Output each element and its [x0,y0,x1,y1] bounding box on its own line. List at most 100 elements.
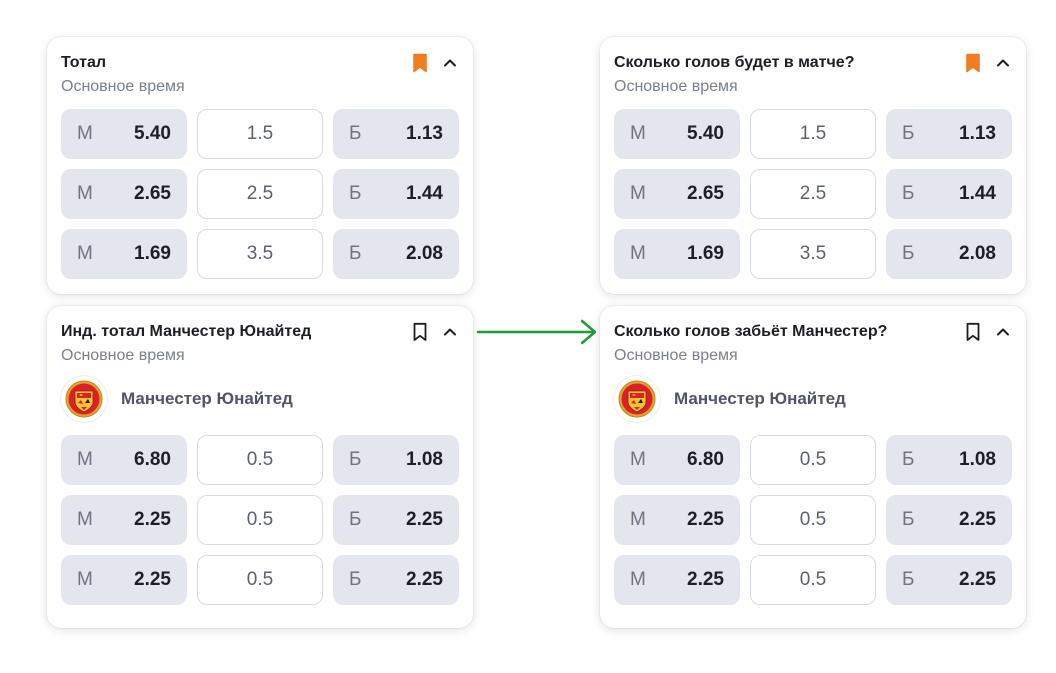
odd-value: 5.40 [134,123,171,144]
odd-under[interactable]: М 5.40 [614,109,740,159]
odd-over[interactable]: Б 1.08 [333,435,459,485]
header-icons [411,51,459,75]
chevron-up-icon[interactable] [994,52,1012,74]
odd-letter: М [77,243,93,264]
odd-letter: Б [902,509,915,530]
total-line[interactable]: 0.5 [750,495,876,545]
card-title: Сколько голов будет в матче? [614,54,855,71]
odd-value: 2.25 [134,569,171,590]
odd-over[interactable]: Б 1.44 [886,169,1012,219]
odd-letter: Б [349,509,362,530]
card-subtitle: Основное время [614,347,738,364]
market-card-team-total: Инд. тотал Манчестер Юнайтед Основное вр… [47,306,473,628]
chevron-up-icon[interactable] [441,321,459,343]
odd-under[interactable]: М 1.69 [614,229,740,279]
odd-value: 2.65 [134,183,171,204]
header-icons [964,320,1012,344]
odd-under[interactable]: М 6.80 [61,435,187,485]
odd-value: 1.08 [406,449,443,470]
bookmark-filled-icon[interactable] [964,52,982,74]
total-line[interactable]: 1.5 [750,109,876,159]
odd-over[interactable]: Б 1.08 [886,435,1012,485]
team-crest-icon [614,376,660,422]
odd-over[interactable]: Б 2.25 [886,555,1012,605]
bookmark-outline-icon[interactable] [411,321,429,343]
odd-letter: Б [349,243,362,264]
odd-over[interactable]: Б 2.25 [333,555,459,605]
odd-value: 2.25 [959,509,996,530]
total-line[interactable]: 0.5 [750,435,876,485]
odd-under[interactable]: М 5.40 [61,109,187,159]
total-line[interactable]: 0.5 [197,435,323,485]
odd-value: 6.80 [687,449,724,470]
odd-under[interactable]: М 2.65 [61,169,187,219]
odd-value: 1.13 [959,123,996,144]
card-title: Тотал [61,54,107,71]
odd-letter: Б [902,183,915,204]
odd-over[interactable]: Б 2.08 [333,229,459,279]
total-line[interactable]: 0.5 [197,495,323,545]
odd-value: 2.25 [134,509,171,530]
total-line[interactable]: 0.5 [197,555,323,605]
odd-over[interactable]: Б 1.13 [333,109,459,159]
odd-over[interactable]: Б 2.25 [333,495,459,545]
chevron-up-icon[interactable] [441,52,459,74]
odd-letter: М [77,183,93,204]
chevron-up-icon[interactable] [994,321,1012,343]
total-line[interactable]: 2.5 [197,169,323,219]
odd-over[interactable]: Б 2.08 [886,229,1012,279]
odds-grid: М 6.80 0.5 Б 1.08 М 2.25 0.5 Б 2.25 М 2.25 0.… [61,435,459,605]
odd-letter: Б [902,243,915,264]
card-header: Сколько голов будет в матче? [614,51,1012,75]
arrow-right-icon [476,319,597,345]
odd-value: 1.69 [134,243,171,264]
card-header: Инд. тотал Манчестер Юнайтед [61,320,459,344]
odd-under[interactable]: М 2.65 [614,169,740,219]
odds-grid: М 5.40 1.5 Б 1.13 М 2.65 2.5 Б 1.44 М 1.69 3.… [61,109,459,279]
odd-letter: Б [349,449,362,470]
odd-letter: М [77,509,93,530]
odds-grid: М 5.40 1.5 Б 1.13 М 2.65 2.5 Б 1.44 М 1.69 3.… [614,109,1012,279]
odd-under[interactable]: М 2.25 [61,555,187,605]
odd-over[interactable]: Б 2.25 [886,495,1012,545]
bookmark-outline-icon[interactable] [964,321,982,343]
total-line[interactable]: 2.5 [750,169,876,219]
odd-letter: М [630,243,646,264]
card-subtitle: Основное время [614,78,738,95]
odd-value: 2.08 [959,243,996,264]
odd-letter: Б [349,123,362,144]
odd-value: 1.08 [959,449,996,470]
odd-under[interactable]: М 1.69 [61,229,187,279]
odd-over[interactable]: Б 1.44 [333,169,459,219]
odd-value: 1.69 [687,243,724,264]
bookmark-filled-icon[interactable] [411,52,429,74]
total-line[interactable]: 1.5 [197,109,323,159]
odd-letter: Б [349,183,362,204]
odd-letter: М [630,449,646,470]
odd-value: 2.08 [406,243,443,264]
odd-value: 2.25 [687,569,724,590]
odd-value: 2.25 [406,569,443,590]
team-name: Манчестер Юнайтед [121,389,293,408]
total-line[interactable]: 0.5 [750,555,876,605]
odd-letter: Б [902,569,915,590]
odd-under[interactable]: М 2.25 [614,495,740,545]
odd-over[interactable]: Б 1.13 [886,109,1012,159]
odd-letter: М [630,569,646,590]
header-icons [411,320,459,344]
market-card-total-renamed: Сколько голов будет в матче? Основное вр… [600,37,1026,294]
odd-under[interactable]: М 6.80 [614,435,740,485]
header-icons [964,51,1012,75]
team-row: Манчестер Юнайтед [61,372,459,426]
odd-letter: М [77,449,93,470]
odd-letter: М [630,509,646,530]
odd-letter: М [77,569,93,590]
odd-under[interactable]: М 2.25 [61,495,187,545]
odd-value: 2.25 [959,569,996,590]
total-line[interactable]: 3.5 [750,229,876,279]
odd-under[interactable]: М 2.25 [614,555,740,605]
team-crest-icon [61,376,107,422]
total-line[interactable]: 3.5 [197,229,323,279]
odd-value: 2.25 [406,509,443,530]
card-header: Тотал [61,51,459,75]
